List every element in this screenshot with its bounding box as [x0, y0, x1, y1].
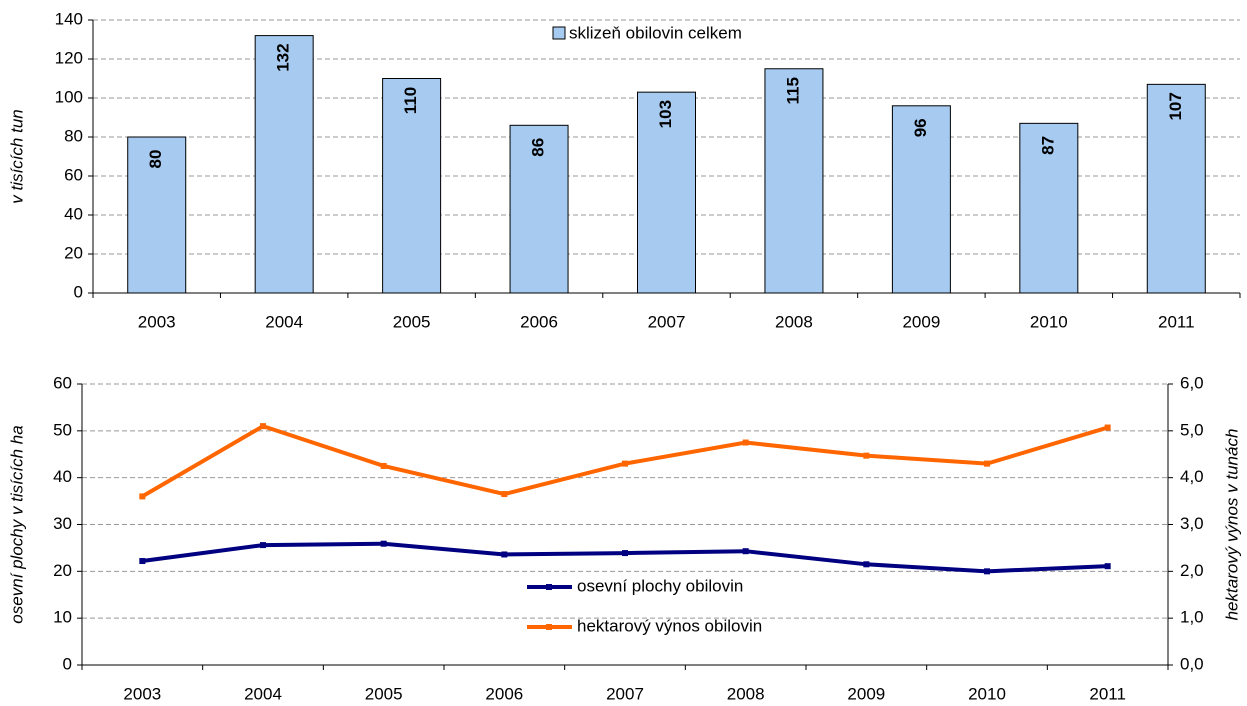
y-tick-label: 20	[53, 561, 72, 580]
legend-swatch	[552, 26, 566, 40]
y-axis-label: osevní plochy v tisících ha	[7, 425, 26, 623]
y2-tick-label: 1,0	[1180, 608, 1204, 627]
y-axis-label: v tisících tun	[7, 109, 26, 203]
point	[1104, 563, 1111, 570]
y-tick-label: 60	[64, 165, 83, 184]
y2-tick-label: 3,0	[1180, 514, 1204, 533]
y-tick-label: 50	[53, 420, 72, 439]
legend-label: osevní plochy obilovin	[577, 576, 743, 595]
point	[984, 460, 990, 467]
bar	[637, 91, 696, 294]
bar	[891, 105, 951, 294]
bar	[127, 136, 187, 294]
point	[742, 439, 749, 446]
point	[984, 568, 990, 575]
point	[139, 558, 146, 565]
y-tick-label: 20	[64, 243, 83, 262]
legend-marker	[546, 584, 552, 590]
y2-tick-label: 0,0	[1180, 654, 1204, 673]
x-tick-label: 2003	[138, 312, 176, 331]
x-tick-label: 2009	[847, 684, 885, 703]
x-tick-label: 2009	[902, 312, 940, 331]
y-tick-label: 120	[55, 48, 83, 67]
bar-value-label: 110	[401, 87, 420, 114]
bar-value-label: 107	[1166, 92, 1185, 120]
x-tick-label: 2008	[727, 684, 765, 703]
bar	[1019, 122, 1079, 294]
y-tick-label: 0	[63, 654, 72, 673]
point	[742, 548, 749, 555]
x-tick-label: 2011	[1089, 684, 1126, 703]
bar-value-label: 103	[656, 100, 675, 128]
y-tick-label: 40	[64, 204, 83, 223]
x-tick-label: 2005	[365, 684, 403, 703]
point	[380, 462, 387, 469]
y2-tick-label: 6,0	[1180, 373, 1204, 392]
point	[1104, 424, 1111, 431]
x-tick-label: 2005	[393, 312, 431, 331]
y2-tick-label: 5,0	[1180, 420, 1204, 439]
y2-axis-label: hektarový výnos v tunách	[1222, 429, 1241, 621]
x-tick-label: 2010	[1030, 312, 1068, 331]
bar-value-label: 80	[146, 150, 165, 169]
x-tick-label: 2006	[485, 684, 523, 703]
x-tick-label: 2004	[265, 312, 303, 331]
y-tick-label: 140	[55, 9, 83, 28]
y-tick-label: 40	[53, 467, 72, 486]
y2-tick-label: 2,0	[1180, 561, 1204, 580]
x-tick-label: 2007	[648, 312, 686, 331]
y2-tick-label: 4,0	[1180, 467, 1204, 486]
bar	[254, 35, 314, 294]
bar-value-label: 132	[274, 43, 293, 71]
point	[863, 452, 870, 459]
point	[380, 540, 387, 547]
point	[139, 493, 146, 500]
bar-value-label: 115	[783, 77, 802, 104]
legend-marker	[546, 624, 552, 630]
legend-label: hektarový výnos obilovin	[577, 616, 762, 635]
y-tick-label: 60	[53, 373, 72, 392]
x-tick-label: 2010	[968, 684, 1006, 703]
point	[863, 561, 870, 568]
point	[622, 460, 628, 467]
bar-value-label: 96	[911, 118, 930, 137]
y-tick-label: 80	[64, 126, 83, 145]
y-tick-label: 100	[55, 87, 83, 106]
line	[142, 541, 1108, 574]
bar	[764, 68, 824, 294]
x-tick-label: 2006	[520, 312, 558, 331]
point	[260, 423, 266, 430]
y-tick-label: 10	[53, 608, 72, 627]
bar	[1146, 83, 1206, 294]
x-tick-label: 2004	[244, 684, 282, 703]
point	[501, 551, 508, 558]
x-tick-label: 2008	[775, 312, 813, 331]
bar-value-label: 86	[529, 138, 548, 157]
bar-value-label: 87	[1038, 136, 1057, 155]
y-tick-label: 30	[53, 514, 72, 533]
x-tick-label: 2007	[606, 684, 644, 703]
y-tick-label: 0	[74, 282, 83, 301]
point	[260, 542, 266, 549]
legend-label: sklizeň obilovin celkem	[569, 23, 742, 42]
bar	[382, 78, 442, 294]
point	[501, 491, 508, 498]
x-tick-label: 2011	[1158, 312, 1195, 331]
point	[622, 550, 628, 557]
bar	[509, 124, 569, 294]
x-tick-label: 2003	[123, 684, 161, 703]
